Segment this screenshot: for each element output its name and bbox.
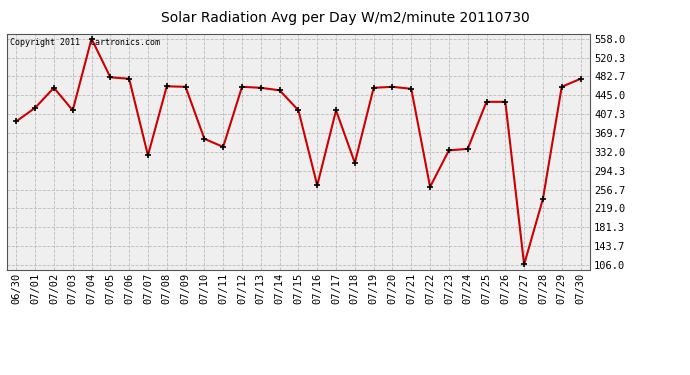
Text: Solar Radiation Avg per Day W/m2/minute 20110730: Solar Radiation Avg per Day W/m2/minute …: [161, 11, 529, 25]
Text: Copyright 2011  Cartronics.com: Copyright 2011 Cartronics.com: [10, 39, 160, 48]
